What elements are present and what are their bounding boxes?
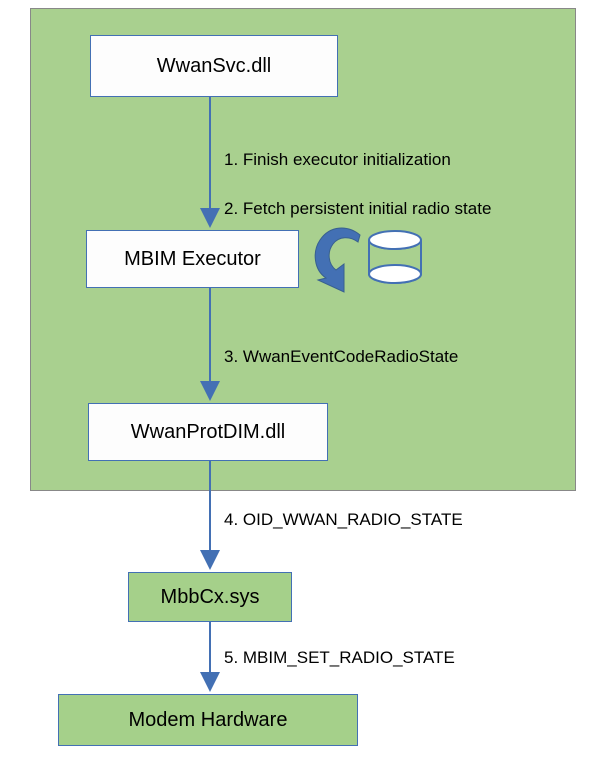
node-modem-hardware: Modem Hardware [58,694,358,746]
node-label: MBIM Executor [124,248,261,271]
node-label: WwanSvc.dll [157,55,271,78]
node-mbbcx: MbbCx.sys [128,572,292,622]
node-wwansvc: WwanSvc.dll [90,35,338,97]
edge-label-2: 2. Fetch persistent initial radio state [224,199,491,219]
node-label: MbbCx.sys [161,586,260,609]
edge-label-4: 4. OID_WWAN_RADIO_STATE [224,510,463,530]
node-label: Modem Hardware [129,709,288,732]
node-label: WwanProtDIM.dll [131,421,285,444]
node-wwanprotdim: WwanProtDIM.dll [88,403,328,461]
edge-label-3: 3. WwanEventCodeRadioState [224,347,458,367]
edge-label-5: 5. MBIM_SET_RADIO_STATE [224,648,455,668]
node-mbim-executor: MBIM Executor [86,230,299,288]
edge-label-1: 1. Finish executor initialization [224,150,451,170]
